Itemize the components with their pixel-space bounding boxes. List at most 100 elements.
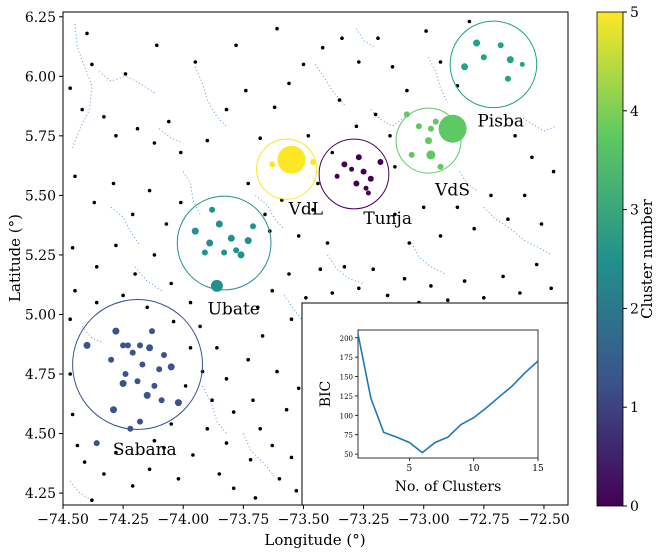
station-point [337,98,342,102]
cluster-point [227,234,235,242]
cluster-vds [395,107,467,174]
station-point [277,477,282,481]
station-point [114,450,118,455]
station-point [311,207,315,212]
station-point [183,384,188,388]
station-point [85,31,89,36]
station-point [393,165,397,169]
cluster-point [334,173,340,179]
cluster-point [201,249,208,256]
inset-y-tick-label: 150 [340,374,353,382]
river-line [428,57,449,103]
station-point [316,181,320,186]
y-tick-label: 5.75 [25,129,56,145]
cluster-point [367,175,374,182]
cluster-point [120,342,127,349]
station-point [296,386,301,391]
cluster-point [519,61,525,67]
cluster-point [497,42,504,49]
station-point [94,265,99,269]
station-point [429,284,433,288]
station-point [287,272,291,276]
inset-axes [357,329,539,459]
station-point [462,279,467,283]
station-point [179,200,183,205]
station-point [306,134,311,138]
station-point [75,443,80,448]
cluster-point [167,363,175,371]
cluster-point [139,361,146,368]
cluster-point [355,154,362,161]
station-point [70,412,75,417]
station-point [294,488,299,493]
rivers-layer [69,23,557,501]
river-line [459,171,477,192]
station-point [231,410,236,414]
y-tick-label: 5.00 [25,307,56,323]
cluster-label: Tunja [363,209,412,229]
station-point [385,293,390,298]
station-point [376,36,380,40]
station-point [68,372,72,376]
cluster-point [215,220,223,228]
cluster-point [427,125,434,132]
cluster-point [349,166,355,172]
station-point [167,119,171,124]
station-point [251,398,255,403]
inset-x-tick-label: 15 [532,464,544,474]
station-point [467,19,472,24]
cluster-boundary [395,107,462,174]
station-point [171,319,176,324]
inset-y-tick-label: 100 [340,412,353,420]
cluster-ubate [176,195,272,292]
station-point [73,174,77,179]
cluster-point [108,356,115,363]
colorbar-label: Cluster number [638,198,656,319]
x-tick-label: −73.25 [338,512,390,528]
station-point [393,212,397,217]
x-tick-label: −74.00 [157,512,209,528]
station-point [518,291,522,295]
inset-bic-plot: 5 10 15 50 75 100 125 150 175 200 No. of Clusters… [301,302,569,506]
cluster-point [269,161,276,168]
station-point [260,334,265,338]
cluster-point [506,56,514,64]
cluster-point [403,111,410,118]
cluster-point [233,247,240,254]
station-point [210,398,214,403]
station-point [534,262,539,267]
station-point [330,150,335,155]
station-point [522,193,527,198]
inset-y-tick-label: 75 [344,432,353,440]
station-point [111,181,116,186]
cluster-tunja [318,138,390,210]
station-point [205,427,210,431]
cluster-point [119,380,127,387]
station-point [287,81,291,86]
station-point [390,65,395,69]
station-point [188,300,193,305]
y-tick-label: 5.50 [25,188,56,204]
station-point [284,407,289,412]
cluster-label: VdS [434,180,470,200]
x-axis-label: Longitude (°) [264,531,365,549]
cluster-point [341,161,348,168]
station-point [320,45,325,50]
inset-y-tick-label: 125 [340,393,353,401]
cluster-point [129,349,136,356]
cluster-pisba [449,20,538,109]
inset-x-tick-label: 10 [468,464,480,474]
station-point [289,455,294,460]
inset-x-label: No. of Clusters [395,479,502,495]
cluster-point [365,190,371,196]
river-line [327,254,364,284]
river-line [370,109,405,127]
station-point [501,274,505,279]
cluster-point [277,145,306,174]
inset-y-tick-label: 50 [344,451,353,459]
cluster-point [310,159,317,165]
station-point [424,29,428,33]
station-point [162,446,166,450]
cluster-point [156,366,163,373]
